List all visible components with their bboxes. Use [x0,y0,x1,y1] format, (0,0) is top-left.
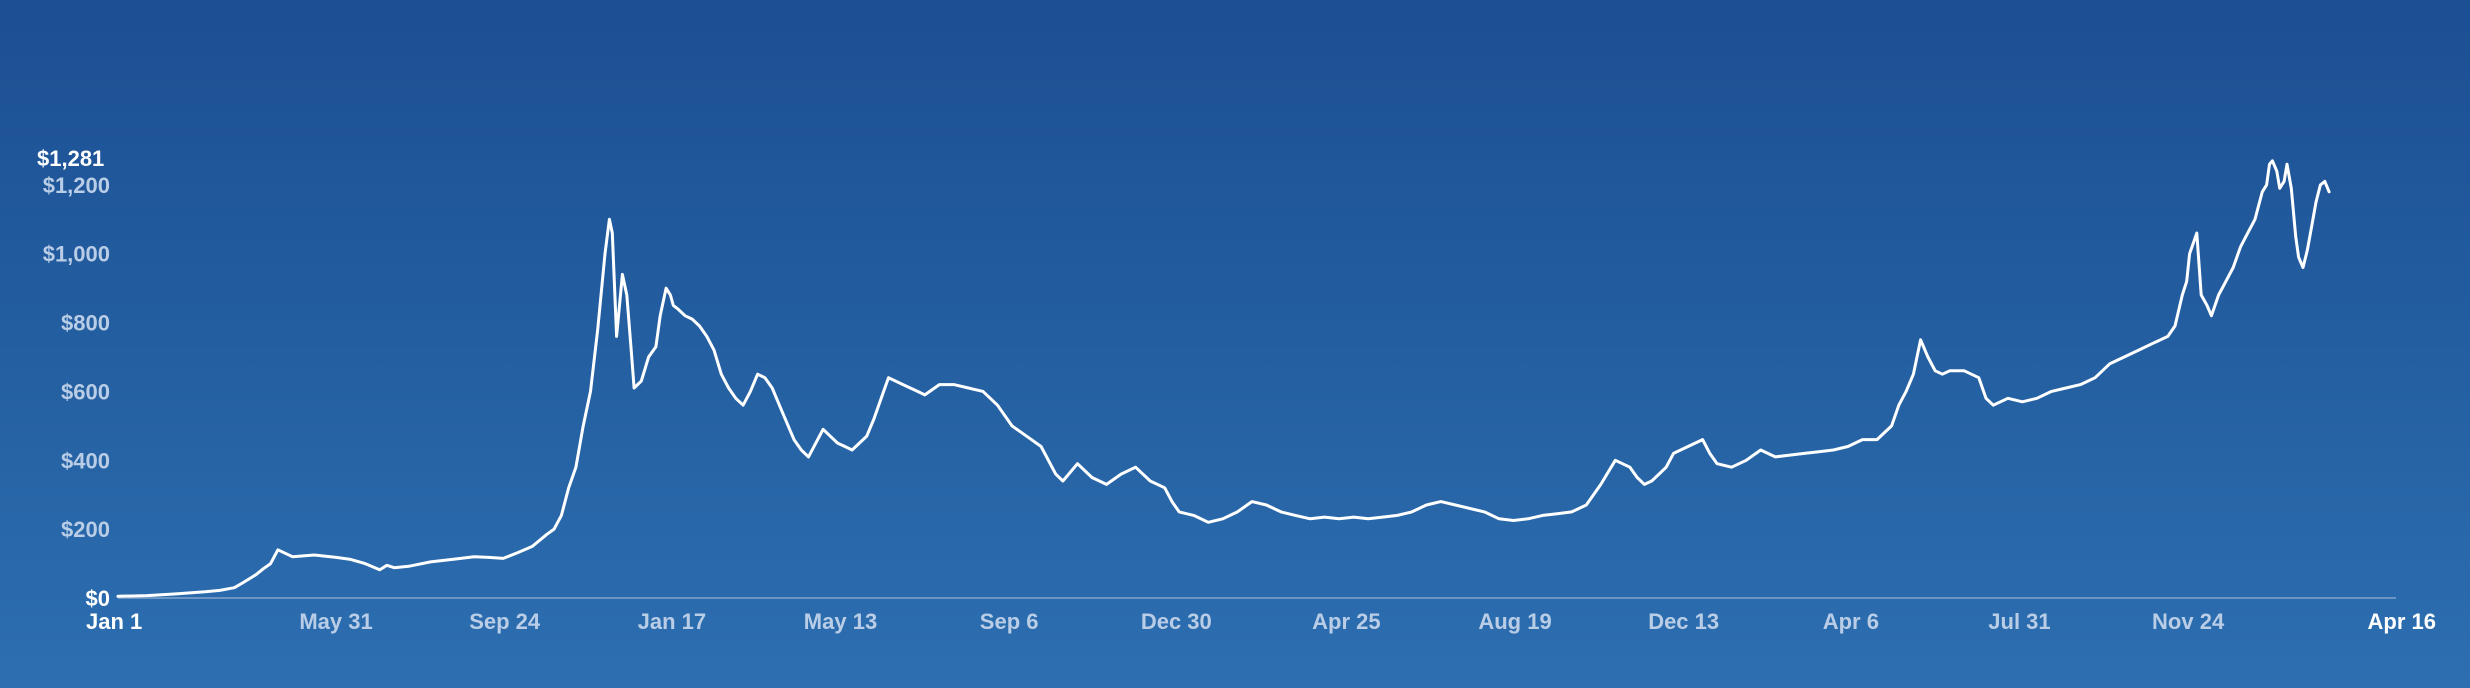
y-tick-label: $200 [61,517,110,542]
x-tick-label: May 13 [804,609,877,634]
x-tick-label: Jan 17 [638,609,707,634]
y-tick-label: $600 [61,379,110,404]
x-tick-label: Dec 30 [1141,609,1212,634]
x-tick-label: Apr 25 [1312,609,1380,634]
x-tick-label: Jul 31 [1988,609,2050,634]
y-tick-label: $0 [86,586,110,611]
price-series-line [116,159,2331,598]
y-tick-label: $1,200 [43,173,110,198]
x-tick-label: Aug 19 [1478,609,1551,634]
x-axis-ticks: Jan 1 May 31 Sep 24 Jan 17 May 13 Sep 6 Dec 30… [86,609,2436,634]
y-axis-ticks: $0 $200 $400 $600 $800 $1,000 $1,200 [43,173,110,611]
x-tick-label: May 31 [299,609,372,634]
y-tick-label: $400 [61,448,110,473]
x-tick-label: Apr 6 [1823,609,1879,634]
x-tick-label: Jan 1 [86,609,142,634]
x-tick-label: Apr 16 [2368,609,2436,634]
x-tick-label: Sep 6 [980,609,1039,634]
x-tick-label: Sep 24 [469,609,541,634]
y-tick-label: $800 [61,311,110,336]
x-tick-label: Dec 13 [1648,609,1719,634]
y-tick-label: $1,000 [43,242,110,267]
x-tick-label: Nov 24 [2152,609,2225,634]
max-value-label: $1,281 [37,146,104,171]
